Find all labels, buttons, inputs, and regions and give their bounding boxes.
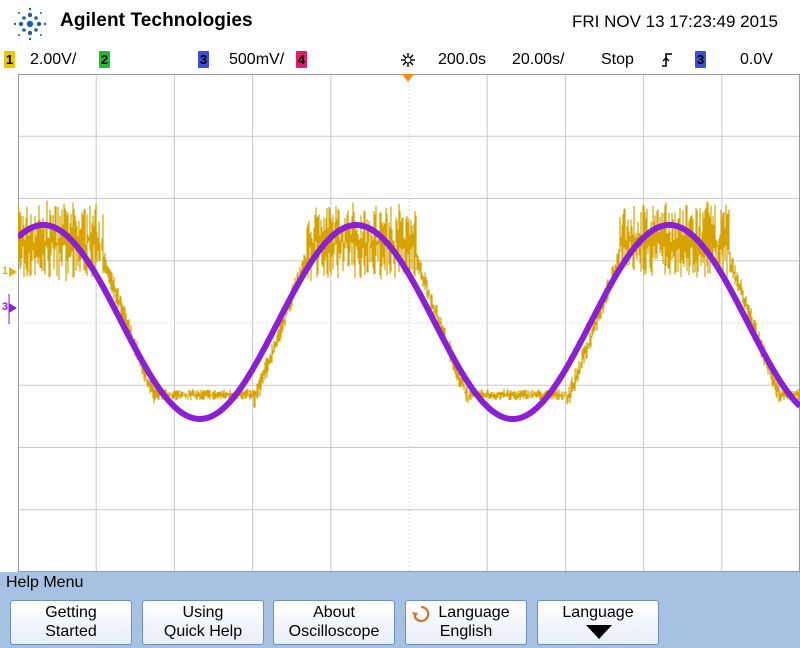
- channel-3-arrow-icon: [9, 303, 17, 313]
- entry-knob-icon: [412, 605, 430, 623]
- ground-reference-icon: [8, 294, 10, 324]
- trigger-level: 0.0V: [740, 51, 773, 68]
- softkey-label-line2: Started: [45, 623, 97, 640]
- softkey-label-line2: English: [439, 623, 493, 640]
- channel-1-badge[interactable]: 1: [4, 51, 15, 68]
- trigger-source-badge[interactable]: 3: [695, 51, 706, 68]
- about-oscilloscope-softkey[interactable]: About Oscilloscope: [273, 600, 395, 645]
- graticule-grid: [18, 74, 800, 572]
- softkey-label-line2: Oscilloscope: [288, 623, 380, 640]
- softkey-label-line1: Using: [182, 604, 224, 621]
- softkey-label-line1: Getting: [45, 604, 97, 621]
- channel-1-arrow-icon: [9, 267, 17, 277]
- trigger-position-marker: [402, 74, 414, 82]
- brand-name: Agilent Technologies: [60, 10, 253, 31]
- getting-started-softkey[interactable]: Getting Started: [10, 600, 132, 645]
- channel-2-badge[interactable]: 2: [99, 51, 110, 68]
- language-submenu-softkey[interactable]: Language: [537, 600, 659, 645]
- date-time: FRI NOV 13 17:23:49 2015: [571, 12, 778, 31]
- channel-1-scale: 2.00V/: [30, 51, 77, 68]
- help-menu-bar: Help Menu Getting Started Using Quick He…: [0, 572, 800, 648]
- channel-1-marker[interactable]: 1: [2, 265, 9, 277]
- channel-3-scale: 500mV/: [229, 51, 285, 68]
- softkey-label-line1: About: [313, 604, 355, 621]
- language-select-softkey[interactable]: Language English: [405, 600, 527, 645]
- trigger-edge-icon: [662, 53, 672, 67]
- waveform-display[interactable]: [18, 74, 800, 572]
- agilent-spark-icon: [13, 7, 47, 41]
- horizontal-delay-icon: [401, 53, 415, 67]
- channel-markers: 1 3: [0, 74, 18, 572]
- channel-3-waveform: [18, 222, 800, 422]
- channel-3-badge[interactable]: 3: [198, 51, 209, 68]
- channel-status-bar: 1 2.00V/ 2 3 500mV/ 4 200.0s 20.00s/ Sto…: [0, 46, 800, 74]
- softkey-label-line2: Quick Help: [163, 623, 243, 640]
- channel-3-marker[interactable]: 3: [2, 301, 9, 313]
- softkey-label-line1: Language: [438, 604, 510, 621]
- channel-4-badge[interactable]: 4: [296, 51, 307, 68]
- timebase-scale: 20.00s/: [512, 51, 565, 68]
- using-quick-help-softkey[interactable]: Using Quick Help: [142, 600, 264, 645]
- title-bar: Agilent Technologies FRI NOV 13 17:23:49…: [0, 0, 800, 46]
- help-menu-title: Help Menu: [6, 574, 84, 591]
- softkey-label-line1: Language: [562, 604, 634, 621]
- channel-3-trace-path: [18, 222, 800, 422]
- horizontal-delay: 200.0s: [438, 51, 487, 68]
- submenu-down-arrow-icon: [586, 625, 612, 639]
- run-state: Stop: [601, 51, 634, 68]
